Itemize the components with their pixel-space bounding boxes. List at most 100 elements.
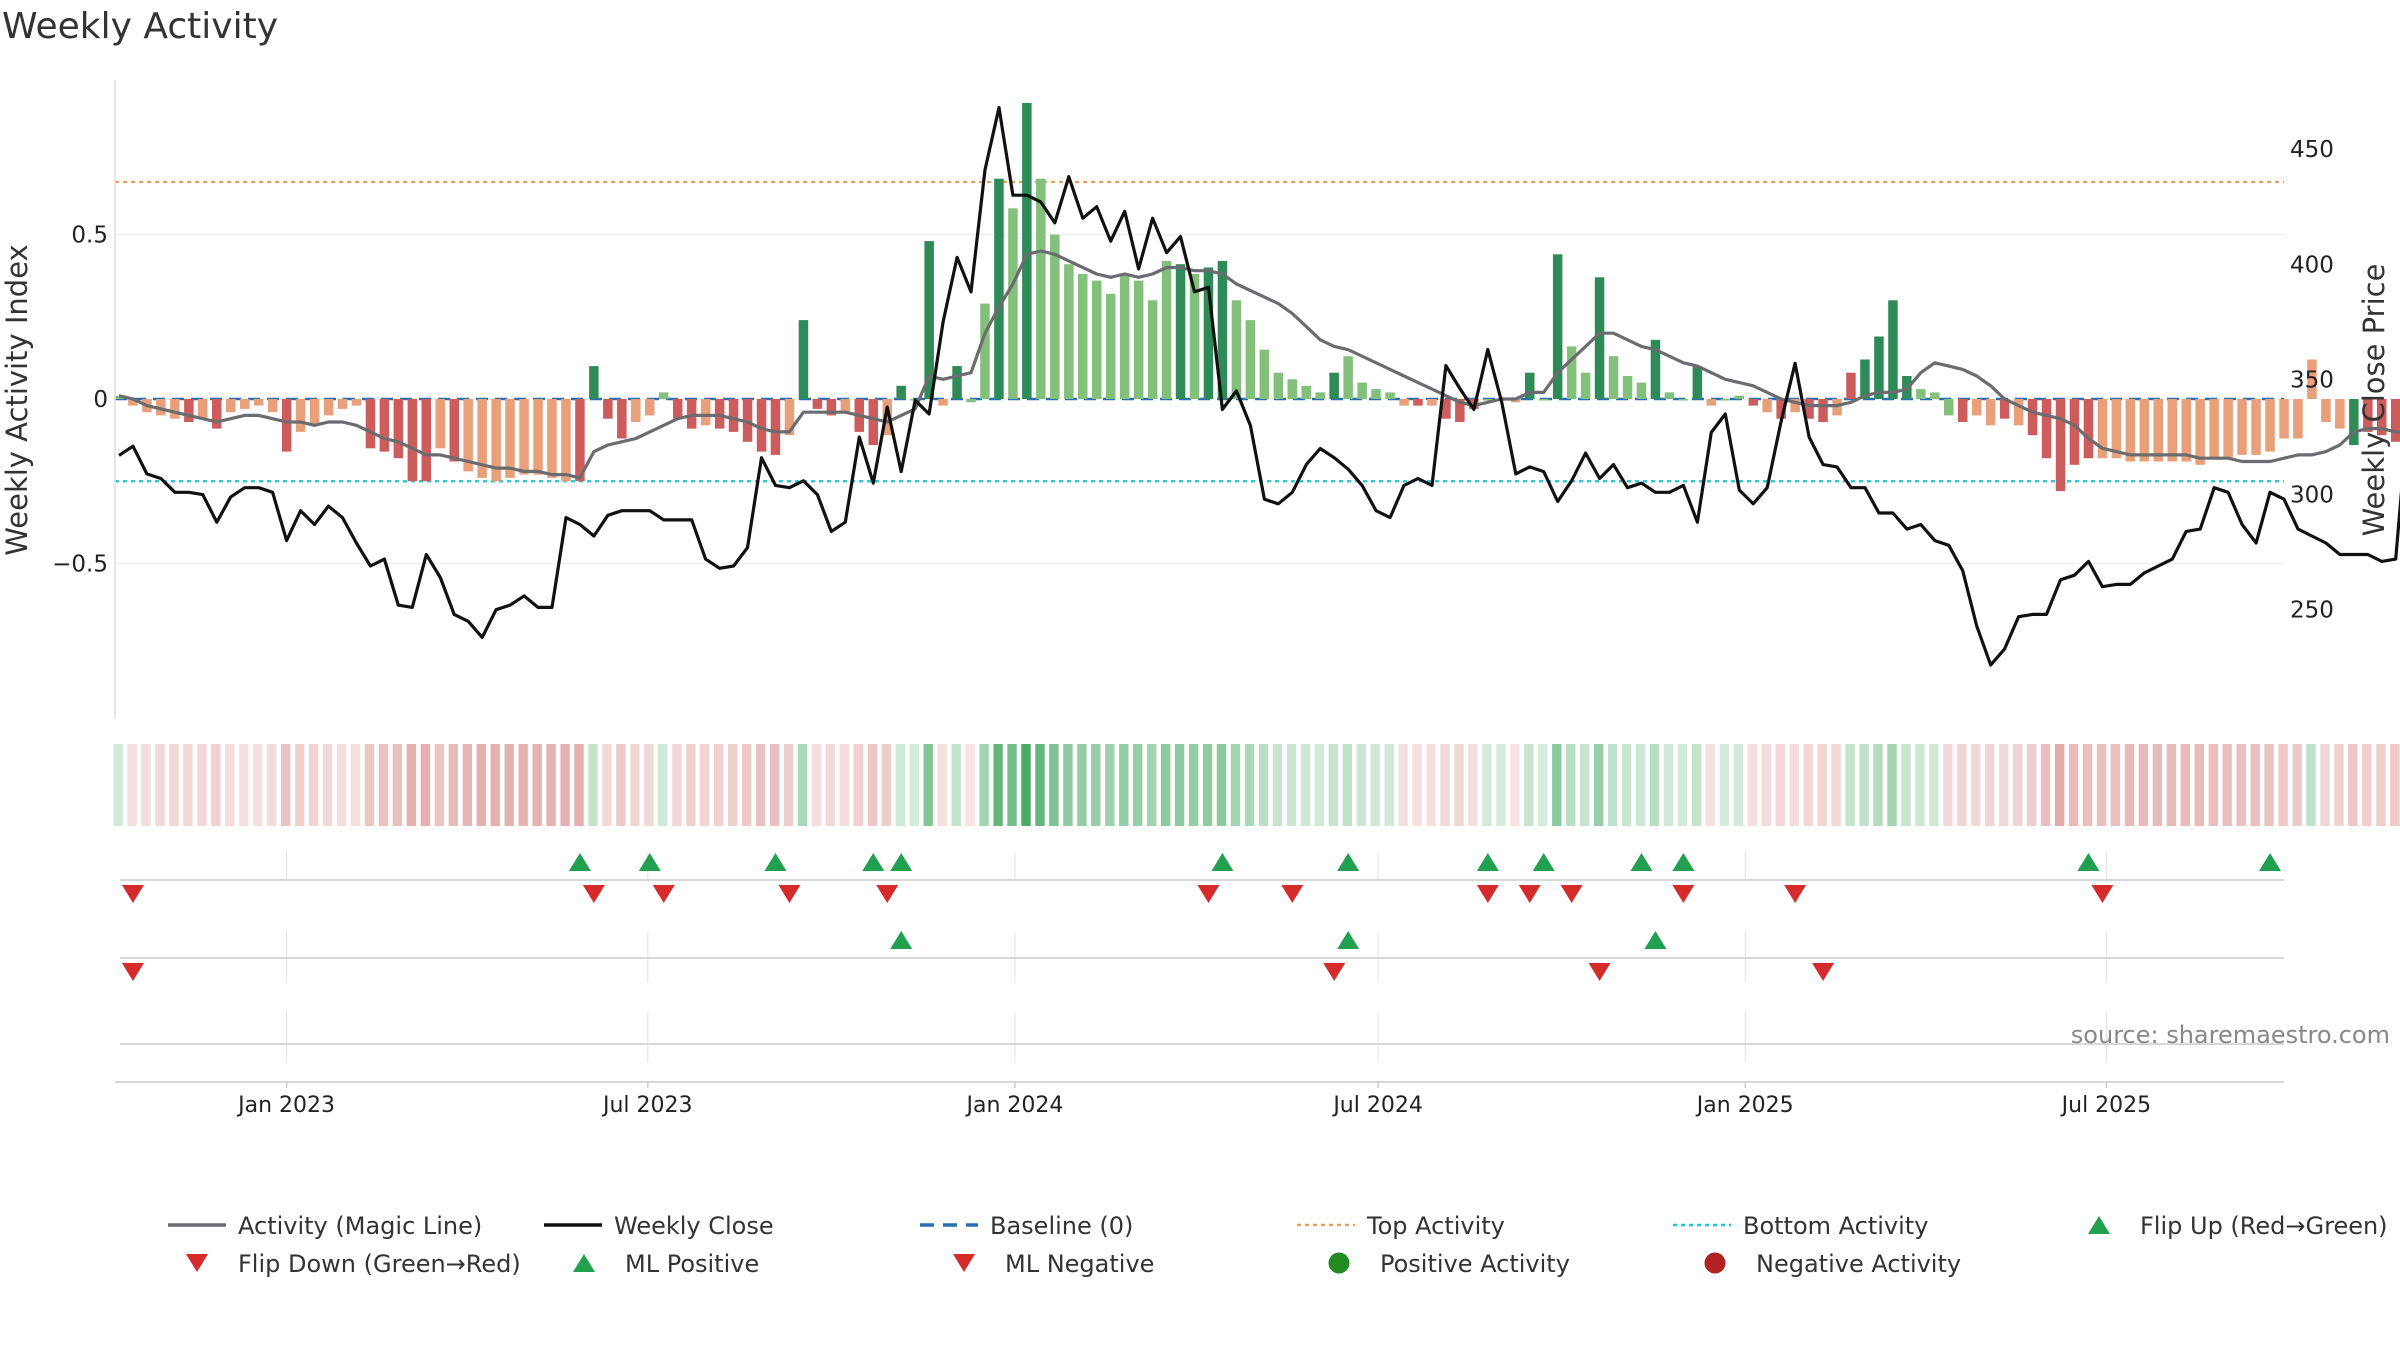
heat-cell — [853, 744, 864, 826]
heat-cell — [979, 744, 989, 826]
heat-cell — [2208, 744, 2218, 826]
heat-cell — [1077, 744, 1087, 826]
heat-cell — [113, 744, 123, 826]
heat-cell — [281, 744, 291, 826]
heat-cell — [686, 744, 696, 826]
heat-cell — [532, 744, 542, 826]
legend-label: ML Negative — [1005, 1250, 1154, 1278]
activity-bar — [645, 399, 655, 416]
activity-bar — [2237, 399, 2247, 455]
activity-bar — [1175, 264, 1186, 399]
legend-item: ML Positive — [573, 1250, 759, 1278]
chart-title: Weekly Activity — [2, 6, 278, 47]
activity-bar — [212, 399, 222, 429]
heat-cell — [1733, 744, 1744, 826]
flip-marker-rows — [120, 853, 2284, 1045]
activity-bar — [1944, 399, 1954, 416]
activity-bar — [2363, 399, 2373, 432]
legend: Activity (Magic Line) Weekly Close Baselin… — [168, 1212, 2388, 1278]
activity-bar — [1846, 372, 1856, 399]
activity-bar — [686, 399, 697, 429]
y2-tick-label: 350 — [2290, 367, 2334, 393]
heat-cell — [1538, 744, 1548, 826]
activity-bar — [1189, 274, 1200, 399]
heat-cell — [1412, 744, 1422, 826]
activity-bar — [1133, 280, 1144, 399]
activity-heat-strip — [113, 744, 2400, 826]
activity-bar — [2125, 399, 2136, 462]
heat-cell — [1147, 744, 1157, 826]
activity-bar — [1078, 274, 1088, 399]
heat-cell — [1328, 744, 1338, 826]
heat-cell — [755, 744, 766, 826]
activity-bar — [2321, 399, 2331, 422]
heat-cell — [630, 744, 640, 826]
activity-bar — [1818, 399, 1828, 422]
activity-bar — [1985, 399, 1996, 426]
activity-bar — [1301, 385, 1311, 399]
activity-bar — [1636, 382, 1647, 399]
heat-cell — [434, 744, 445, 826]
heat-cell — [1580, 744, 1590, 826]
heat-cell — [225, 744, 235, 826]
heat-cell — [728, 744, 738, 826]
activity-bar — [770, 399, 781, 455]
activity-bar — [2335, 399, 2345, 429]
activity-bar — [700, 399, 711, 426]
heat-cell — [1649, 744, 1660, 826]
heat-cell — [1943, 744, 1953, 826]
activity-bar — [1608, 356, 1619, 399]
heat-cell — [364, 744, 375, 826]
activity-bar — [477, 399, 487, 478]
activity-bar — [1580, 372, 1591, 399]
activity-bar — [1008, 208, 1018, 399]
heat-cell — [2096, 744, 2107, 826]
legend-item: ML Negative — [953, 1250, 1154, 1278]
heat-cell — [1510, 744, 1520, 826]
x-tick-label: Jul 2023 — [601, 1093, 693, 1118]
activity-bar — [2251, 399, 2261, 455]
legend-swatch-tri-down — [186, 1254, 208, 1272]
heat-cell — [839, 744, 850, 826]
heat-cell — [1859, 744, 1869, 826]
heat-cell — [490, 744, 500, 826]
heat-cell — [2013, 744, 2023, 826]
heat-cell — [1775, 744, 1785, 826]
heat-cell — [1677, 744, 1688, 826]
activity-bar — [1748, 399, 1758, 406]
activity-bar — [1874, 336, 1884, 399]
heat-cell — [1202, 744, 1213, 826]
y2-tick-label: 450 — [2290, 137, 2334, 163]
heat-cell — [588, 744, 598, 826]
heat-cell — [1119, 744, 1129, 826]
heat-cell — [574, 744, 584, 826]
activity-bar — [1594, 277, 1605, 399]
heat-cell — [2110, 744, 2121, 826]
heat-cell — [2040, 744, 2051, 826]
heat-cell — [2236, 744, 2246, 826]
heat-cell — [1482, 744, 1492, 826]
activity-bar — [114, 395, 124, 399]
activity-bar — [1147, 300, 1158, 399]
activity-bar — [2083, 399, 2094, 459]
activity-bar — [1036, 178, 1046, 399]
heat-cell — [322, 744, 333, 826]
activity-bar — [603, 399, 613, 419]
heat-cell — [672, 744, 682, 826]
heat-cell — [1552, 744, 1562, 826]
heat-cell — [1230, 744, 1241, 826]
heat-cell — [1286, 744, 1297, 826]
y2-tick-label: 300 — [2290, 483, 2334, 509]
flip-up-marker — [2259, 853, 2282, 871]
flip-down-marker — [1784, 885, 1807, 903]
activity-bar — [1064, 264, 1074, 399]
activity-bar — [226, 399, 236, 413]
flip-up-marker — [1476, 853, 1499, 871]
activity-bar — [463, 399, 473, 472]
heat-cell — [504, 744, 514, 826]
source-credit: source: sharemaestro.com — [2071, 1021, 2390, 1049]
x-tick-label: Jul 2025 — [2060, 1093, 2152, 1118]
activity-bar — [812, 399, 823, 409]
activity-bar — [966, 399, 976, 403]
